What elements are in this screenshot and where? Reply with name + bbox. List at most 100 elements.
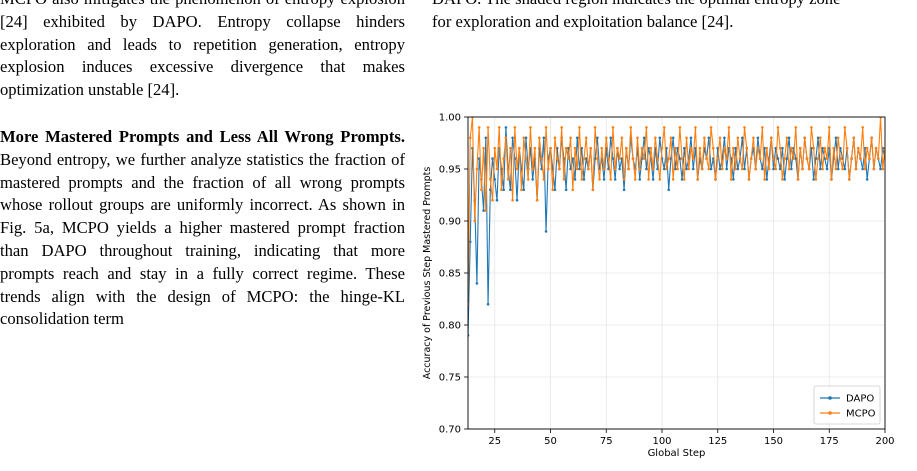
data-point — [468, 240, 472, 244]
data-point — [678, 126, 682, 129]
data-point — [658, 178, 662, 181]
data-point — [544, 126, 548, 129]
data-point — [732, 146, 735, 150]
body-paragraph-entropy: MCPO also mitigates the phenomenon of en… — [0, 0, 405, 100]
x-tick-label: 100 — [652, 436, 671, 447]
data-point — [709, 126, 713, 129]
data-point — [613, 178, 617, 181]
data-point — [886, 157, 889, 160]
data-point — [654, 136, 657, 140]
data-point — [542, 178, 546, 181]
data-point — [671, 136, 675, 140]
data-point — [843, 126, 847, 129]
data-point — [656, 157, 659, 160]
data-point — [790, 167, 793, 171]
data-point — [662, 126, 666, 129]
data-point — [856, 146, 860, 150]
data-point — [567, 157, 570, 160]
data-point — [745, 146, 749, 150]
data-point — [513, 126, 517, 129]
data-point — [651, 178, 655, 181]
data-point — [729, 178, 733, 181]
data-point — [888, 137, 891, 140]
data-point — [734, 167, 737, 171]
legend-marker-dapo — [828, 396, 832, 400]
data-point — [540, 157, 543, 160]
series-dapo — [468, 126, 896, 337]
data-point — [781, 146, 784, 150]
data-point — [515, 167, 519, 171]
data-point — [631, 157, 635, 160]
data-point — [640, 146, 644, 150]
data-point — [651, 167, 655, 171]
data-point — [754, 167, 757, 171]
data-point — [787, 136, 791, 140]
data-point — [761, 167, 764, 171]
data-point — [680, 157, 684, 160]
data-point — [582, 178, 586, 181]
data-point — [794, 126, 798, 129]
data-point — [569, 167, 572, 171]
data-point — [665, 167, 668, 171]
data-point — [676, 167, 679, 171]
data-point — [714, 178, 717, 181]
data-point — [562, 178, 566, 181]
data-point — [776, 157, 780, 160]
x-tick-label: 175 — [820, 436, 839, 447]
data-point — [752, 136, 755, 140]
data-point — [890, 147, 893, 150]
data-point — [489, 178, 492, 181]
data-point — [689, 136, 693, 140]
data-point — [645, 167, 648, 171]
data-point — [819, 167, 822, 171]
data-point — [725, 167, 728, 171]
data-point — [836, 136, 840, 140]
data-point — [798, 146, 802, 150]
data-point — [870, 136, 873, 140]
y-tick-label: 0.95 — [439, 165, 461, 176]
data-point — [861, 167, 864, 171]
data-point — [584, 157, 588, 160]
data-point — [560, 126, 563, 129]
data-point — [743, 167, 746, 171]
x-tick-label: 50 — [544, 436, 557, 447]
data-point — [839, 157, 842, 160]
data-point — [555, 157, 559, 160]
data-point — [569, 136, 572, 140]
data-point — [850, 157, 853, 160]
data-point — [865, 178, 869, 181]
data-point — [758, 157, 762, 160]
data-point — [743, 126, 746, 129]
data-point — [756, 146, 760, 150]
data-point — [707, 167, 711, 171]
data-point — [602, 167, 606, 171]
data-point — [841, 167, 844, 171]
data-point — [893, 157, 896, 160]
data-point — [881, 167, 885, 171]
data-point — [763, 146, 766, 150]
data-point — [504, 126, 508, 129]
data-point — [827, 126, 831, 129]
data-point — [493, 178, 497, 181]
data-point — [573, 146, 577, 150]
data-point — [633, 178, 637, 181]
data-point — [763, 178, 766, 181]
data-point — [691, 167, 695, 171]
data-point — [500, 188, 503, 192]
series-mcpo — [468, 117, 891, 306]
data-point — [596, 136, 599, 140]
data-point — [538, 136, 541, 140]
data-point — [575, 167, 579, 171]
data-point — [694, 126, 697, 129]
data-point — [522, 136, 526, 140]
data-point — [509, 146, 512, 150]
data-point — [865, 146, 869, 150]
data-point — [544, 230, 548, 233]
data-point — [526, 178, 530, 181]
x-axis-label: Global Step — [648, 448, 706, 459]
legend-label-dapo: DAPO — [846, 394, 874, 405]
data-point — [738, 157, 742, 160]
data-point — [660, 146, 664, 150]
data-point — [888, 168, 891, 171]
data-point — [723, 146, 726, 150]
